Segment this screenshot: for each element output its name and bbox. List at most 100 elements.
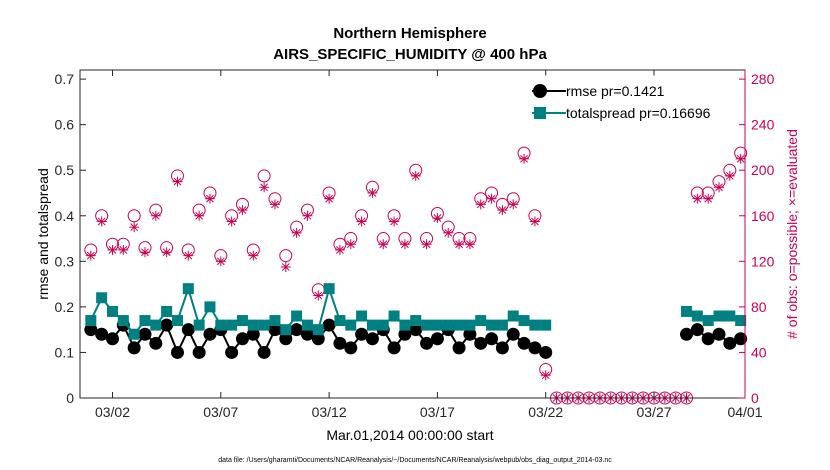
asterisk-stroke [184,251,193,260]
obs-evaluated-point [367,188,378,198]
obs-evaluated-point [237,205,248,216]
obs-evaluated-point [129,222,140,233]
rmse-point [723,336,737,350]
totalspread-point [518,315,530,327]
asterisk-stroke [401,240,409,249]
asterisk-stroke [260,183,269,192]
y-tick-label: 0 [66,390,74,406]
obs-evaluated-point [508,199,519,210]
plot-area [80,70,745,398]
rmse-point [344,341,358,355]
obs-evaluated-point [529,216,540,227]
legend-entry-rmse: rmse pr=0.1421 [566,83,665,99]
obs-evaluated-point [118,244,129,255]
asterisk-stroke [325,194,333,203]
obs-evaluated-point [356,216,367,227]
asterisk-stroke [498,206,507,214]
legend: rmse pr=0.1421 totalspread pr=0.16696 [524,75,739,125]
totalspread-point [269,315,281,327]
obs-evaluated-point [475,199,486,210]
rmse-point [474,336,488,350]
rmse-point [235,332,249,346]
rmse-point [300,327,314,341]
asterisk-stroke [162,248,171,257]
rmse-point [181,323,195,337]
totalspread-point [280,324,292,336]
rmse-point [127,341,141,355]
asterisk-stroke [422,240,431,249]
obs-evaluated-point [313,290,324,301]
asterisk-stroke [368,189,377,197]
totalspread-point [453,319,465,331]
rmse-point [506,327,520,341]
rmse-point [257,345,271,359]
x-tick-label: 03/12 [312,404,347,420]
rmse-point [105,332,119,346]
y-axis-right-ticks: 0 40 80 120 160 200 240 280 [739,70,775,406]
totalspread-point [681,305,693,317]
totalspread-point [215,319,227,331]
x-axis-ticks: 03/02 03/07 03/12 03/17 03/22 03/27 04/01 [95,70,763,420]
chart-title: Northern Hemisphere [333,25,486,42]
obs-evaluated-point [96,216,107,227]
legend-spread-marker [534,107,546,119]
obs-evaluated-point [280,262,291,273]
totalspread-point [377,319,389,331]
rmse-point [279,332,293,346]
asterisk-stroke [509,200,518,209]
asterisk-stroke [520,154,528,163]
y-right-tick-label: 40 [751,344,767,360]
rmse-point [734,332,748,346]
asterisk-stroke [238,206,247,214]
asterisk-stroke [216,257,225,266]
asterisk-stroke [487,194,496,203]
obs-evaluated-point [161,247,172,258]
rmse-point [355,327,369,341]
asterisk-stroke [119,246,128,254]
rmse-point [701,332,715,346]
totalspread-point [486,319,498,331]
y-tick-label: 0.4 [55,208,75,224]
totalspread-point [226,319,238,331]
rmse-point [365,332,379,346]
asterisk-stroke [227,217,236,226]
obs-evaluated-point [464,239,475,250]
rmse-point [398,327,412,341]
totalspread-point [345,319,357,331]
asterisk-stroke [173,177,182,186]
x-tick-label: 03/27 [636,404,671,420]
totalspread-point [724,310,736,322]
obs-possible-point [127,209,141,223]
rmse-point [268,323,282,337]
asterisk-stroke [86,251,95,260]
totalspread-point [204,301,216,313]
obs-evaluated-point [107,244,118,255]
obs-evaluated-point [302,210,313,221]
obs-evaluated-point [519,153,530,164]
asterisk-stroke [292,228,301,237]
asterisk-stroke [390,217,398,226]
totalspread-point [464,319,476,331]
asterisk-stroke [336,246,344,254]
totalspread-point [442,319,454,331]
totalspread-point [85,315,97,327]
rmse-point [333,336,347,350]
obs-evaluated-point [399,239,410,250]
x-tick-label: 03/02 [95,404,130,420]
obs-evaluated-point [410,170,421,181]
obs-evaluated-point [724,170,735,181]
totalspread-point [475,315,487,327]
rmse-point [160,318,174,332]
obs-evaluated-point [324,193,335,204]
asterisk-stroke [141,248,149,257]
y-right-tick-label: 160 [751,208,775,224]
obs-evaluated-point [735,153,746,164]
rmse-point [463,327,477,341]
asterisk-stroke [466,240,474,249]
totalspread-point [366,319,378,331]
totalspread-point [106,305,118,317]
rmse-point [149,336,163,350]
asterisk-stroke [303,211,312,220]
rmse-point [84,323,98,337]
